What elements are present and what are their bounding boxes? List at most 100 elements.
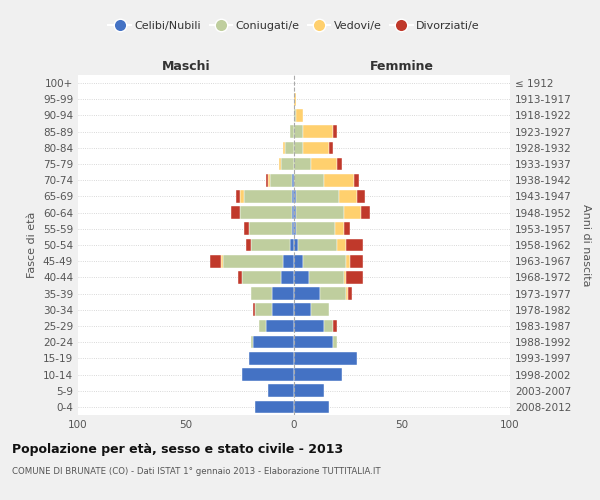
Bar <box>346 288 348 300</box>
Bar <box>238 271 242 283</box>
Bar <box>290 126 294 138</box>
Bar <box>281 271 294 283</box>
Bar <box>346 271 363 283</box>
Bar <box>294 93 296 106</box>
Bar <box>294 174 324 186</box>
Bar <box>296 206 344 219</box>
Bar <box>346 238 363 252</box>
Bar <box>346 255 350 268</box>
Bar <box>344 271 346 283</box>
Bar <box>292 206 294 219</box>
Bar <box>242 368 294 381</box>
Bar <box>251 288 272 300</box>
Bar <box>255 304 272 316</box>
Text: Maschi: Maschi <box>161 60 211 72</box>
Bar <box>340 190 356 202</box>
Bar <box>302 126 333 138</box>
Bar <box>240 206 292 219</box>
Bar <box>294 255 302 268</box>
Bar <box>286 142 294 154</box>
Bar <box>253 336 294 348</box>
Bar <box>344 206 361 219</box>
Bar <box>335 222 344 235</box>
Bar <box>344 222 350 235</box>
Bar <box>296 109 302 122</box>
Bar <box>296 222 335 235</box>
Bar <box>281 158 294 170</box>
Bar <box>324 320 333 332</box>
Bar <box>333 320 337 332</box>
Bar <box>292 174 294 186</box>
Bar <box>324 174 355 186</box>
Bar <box>294 222 296 235</box>
Bar <box>266 174 268 186</box>
Bar <box>298 238 337 252</box>
Bar <box>266 320 294 332</box>
Bar <box>292 222 294 235</box>
Bar <box>251 238 290 252</box>
Y-axis label: Fasce di età: Fasce di età <box>28 212 37 278</box>
Bar <box>240 190 244 202</box>
Bar <box>272 288 294 300</box>
Text: Popolazione per età, sesso e stato civile - 2013: Popolazione per età, sesso e stato civil… <box>12 442 343 456</box>
Bar <box>320 288 346 300</box>
Bar <box>296 190 340 202</box>
Bar <box>270 174 292 186</box>
Bar <box>253 304 255 316</box>
Bar <box>294 158 311 170</box>
Bar <box>355 174 359 186</box>
Bar <box>294 109 296 122</box>
Text: COMUNE DI BRUNATE (CO) - Dati ISTAT 1° gennaio 2013 - Elaborazione TUTTITALIA.IT: COMUNE DI BRUNATE (CO) - Dati ISTAT 1° g… <box>12 468 380 476</box>
Bar <box>329 142 333 154</box>
Bar <box>356 190 365 202</box>
Bar <box>268 384 294 397</box>
Bar <box>272 304 294 316</box>
Bar <box>294 271 309 283</box>
Bar <box>309 271 344 283</box>
Bar <box>337 158 341 170</box>
Bar <box>294 142 302 154</box>
Bar <box>255 400 294 413</box>
Bar <box>292 190 294 202</box>
Bar <box>294 400 329 413</box>
Bar <box>294 352 356 364</box>
Y-axis label: Anni di nascita: Anni di nascita <box>581 204 591 286</box>
Bar <box>294 190 296 202</box>
Bar <box>223 255 283 268</box>
Bar <box>251 336 253 348</box>
Bar <box>302 142 329 154</box>
Bar <box>311 304 329 316</box>
Bar <box>294 206 296 219</box>
Bar <box>361 206 370 219</box>
Bar <box>247 238 251 252</box>
Bar <box>350 255 363 268</box>
Bar <box>294 288 320 300</box>
Text: Femmine: Femmine <box>370 60 434 72</box>
Bar <box>294 320 324 332</box>
Bar <box>294 126 302 138</box>
Bar <box>294 304 311 316</box>
Bar <box>333 126 337 138</box>
Bar <box>302 255 346 268</box>
Bar <box>244 222 248 235</box>
Legend: Celibi/Nubili, Coniugati/e, Vedovi/e, Divorziati/e: Celibi/Nubili, Coniugati/e, Vedovi/e, Di… <box>104 16 484 36</box>
Bar <box>279 158 281 170</box>
Bar <box>333 336 337 348</box>
Bar <box>268 174 270 186</box>
Bar <box>210 255 221 268</box>
Bar <box>248 222 292 235</box>
Bar <box>221 255 223 268</box>
Bar <box>294 238 298 252</box>
Bar <box>232 206 240 219</box>
Bar <box>236 190 240 202</box>
Bar <box>337 238 346 252</box>
Bar <box>294 368 341 381</box>
Bar <box>311 158 337 170</box>
Bar <box>259 320 266 332</box>
Bar <box>283 255 294 268</box>
Bar <box>244 190 292 202</box>
Bar <box>348 288 352 300</box>
Bar <box>248 352 294 364</box>
Bar <box>294 336 333 348</box>
Bar <box>242 271 281 283</box>
